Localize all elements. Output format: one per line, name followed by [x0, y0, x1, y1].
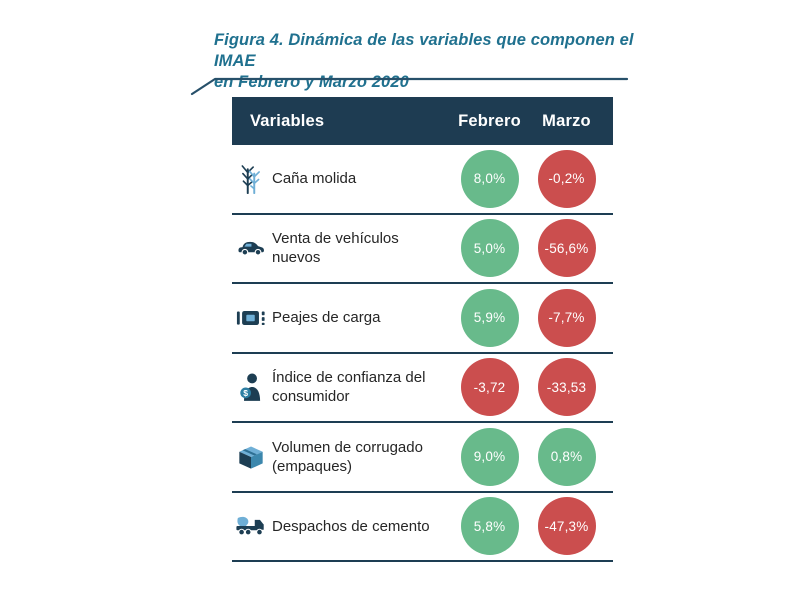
column-header-febrero: Febrero [458, 111, 521, 130]
figure-title-line1: Figura 4. Dinámica de las variables que … [214, 31, 634, 70]
cement-truck-icon [235, 514, 267, 538]
table-row: Caña molida 8,0% -0,2% [232, 145, 613, 215]
febrero-value-circle: 5,9% [460, 288, 519, 347]
febrero-value-circle: 5,8% [460, 497, 519, 556]
febrero-value-circle: -3,72 [460, 358, 519, 417]
imae-table: Variables Febrero Marzo Caña molida 8,0%… [232, 97, 613, 562]
marzo-value-circle: 0,8% [537, 427, 596, 486]
marzo-value-circle: -47,3% [537, 497, 596, 556]
febrero-value-circle: 8,0% [460, 149, 519, 208]
marzo-value-circle: -0,2% [537, 149, 596, 208]
table-row: Peajes de carga 5,9% -7,7% [232, 284, 613, 354]
column-header-variables: Variables [250, 111, 325, 130]
variable-label: Despachos de cemento [272, 517, 430, 535]
table-row: $ Índice de confianza del consumidor -3,… [232, 354, 613, 423]
table-header: Variables Febrero Marzo [232, 97, 613, 145]
marzo-value-circle: -33,53 [537, 358, 596, 417]
table-row: Volumen de corrugado (empaques) 9,0% 0,8… [232, 423, 613, 493]
sugarcane-icon [235, 162, 267, 196]
variable-label: Volumen de corrugado (empaques) [272, 438, 423, 475]
figure-title: Figura 4. Dinámica de las variables que … [214, 30, 659, 93]
variable-label: Caña molida [272, 170, 357, 188]
marzo-value-circle: -7,7% [537, 288, 596, 347]
toll-icon [235, 308, 267, 328]
table-row: Venta de vehículos nuevos 5,0% -56,6% [232, 215, 613, 284]
consumer-icon: $ [235, 372, 267, 402]
figure-title-line2: en Febrero y Marzo 2020 [214, 73, 409, 91]
febrero-value-circle: 5,0% [460, 219, 519, 278]
column-header-marzo: Marzo [542, 111, 591, 130]
table-row: Despachos de cemento 5,8% -47,3% [232, 493, 613, 562]
variable-label: Venta de vehículos nuevos [272, 230, 399, 267]
variable-label: Peajes de carga [272, 309, 381, 327]
table-body: Caña molida 8,0% -0,2% Venta de vehículo… [232, 145, 613, 562]
svg-text:$: $ [243, 388, 248, 398]
variable-label: Índice de confianza del consumidor [272, 369, 426, 406]
box-icon [235, 443, 267, 471]
accent-line [190, 77, 629, 96]
car-icon [235, 237, 267, 259]
febrero-value-circle: 9,0% [460, 427, 519, 486]
marzo-value-circle: -56,6% [537, 219, 596, 278]
